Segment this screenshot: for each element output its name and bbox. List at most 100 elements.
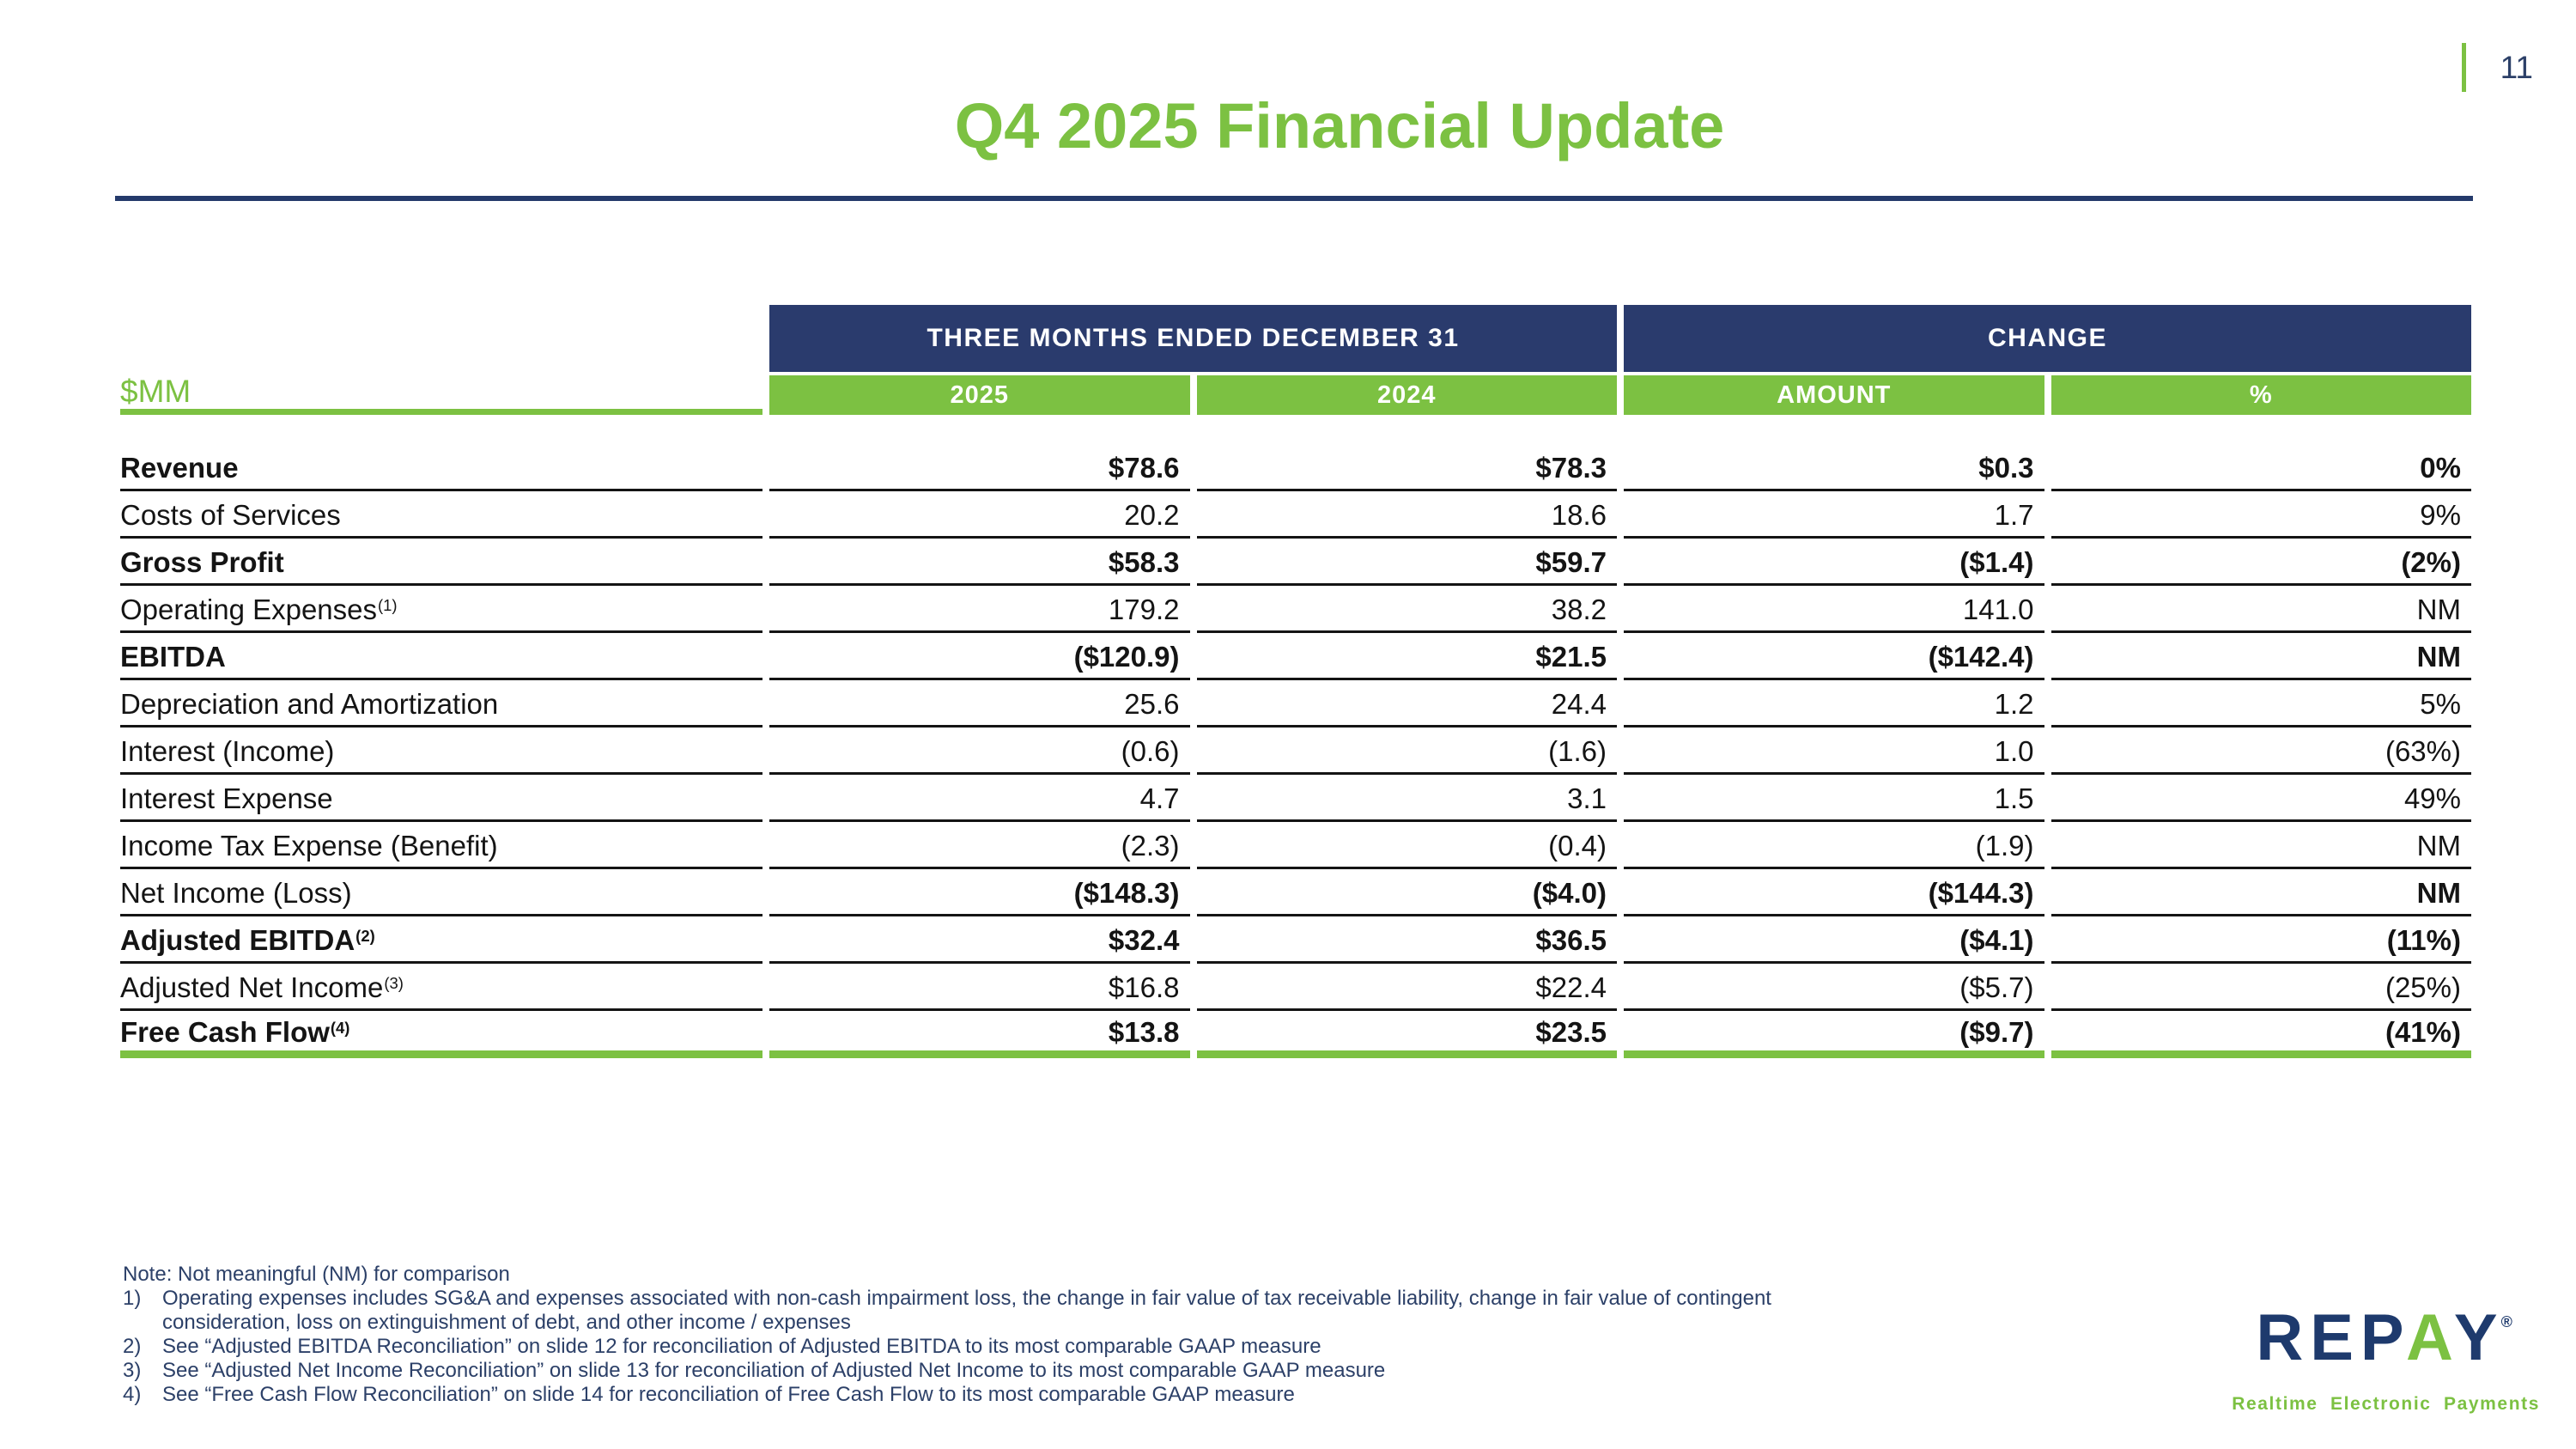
row-label-footnote-sup: (1) [378, 596, 398, 615]
row-value-amount: 1.2 [1624, 680, 2044, 728]
row-value-amount: 141.0 [1624, 586, 2044, 633]
row-label-text: Costs of Services [120, 499, 341, 531]
footnote-item: 4) See “Free Cash Flow Reconciliation” o… [123, 1383, 1806, 1407]
row-value-2025: ($148.3) [769, 869, 1190, 916]
row-value-2024: $59.7 [1196, 539, 1617, 586]
table-row: Gross Profit $58.3 $59.7 ($1.4) (2%) [120, 539, 2471, 586]
row-label-text: Revenue [120, 452, 239, 484]
table-group-header-row: THREE MONTHS ENDED DECEMBER 31 CHANGE [120, 305, 2471, 372]
row-value-2024: 38.2 [1196, 586, 1617, 633]
table-row: Interest (Income) (0.6) (1.6) 1.0 (63%) [120, 728, 2471, 775]
footnote-number: 1) [123, 1287, 142, 1310]
page-marker: 11 [2461, 43, 2533, 92]
row-value-amount: ($142.4) [1624, 633, 2044, 680]
footnote-item: 1) Operating expenses includes SG&A and … [123, 1287, 1806, 1335]
row-label: Revenue [120, 444, 762, 491]
row-label: Free Cash Flow (4) [120, 1011, 762, 1058]
title-rule [115, 196, 2473, 201]
repay-logo: REPAY® Realtime Electronic Payments [2232, 1306, 2540, 1415]
row-value-percent: (25%) [2050, 964, 2471, 1011]
row-value-percent: 5% [2050, 680, 2471, 728]
registered-mark-icon: ® [2500, 1313, 2512, 1330]
row-label-text: EBITDA [120, 641, 226, 673]
row-value-2025: 25.6 [769, 680, 1190, 728]
row-value-2025: (2.3) [769, 822, 1190, 869]
row-value-percent: (63%) [2050, 728, 2471, 775]
column-header-percent: % [2050, 375, 2471, 415]
page-number: 11 [2500, 50, 2533, 85]
row-value-amount: ($5.7) [1624, 964, 2044, 1011]
row-label-text: Interest (Income) [120, 735, 335, 767]
footnote-text: See “Adjusted Net Income Reconciliation”… [162, 1359, 1386, 1382]
row-value-2025: $78.6 [769, 444, 1190, 491]
financial-table: THREE MONTHS ENDED DECEMBER 31 CHANGE $M… [120, 305, 2471, 1058]
row-value-percent: NM [2050, 869, 2471, 916]
footnote-number: 3) [123, 1359, 142, 1382]
row-value-percent: NM [2050, 586, 2471, 633]
table-row: Costs of Services 20.2 18.6 1.7 9% [120, 491, 2471, 539]
row-value-amount: ($9.7) [1624, 1011, 2044, 1058]
table-row: Operating Expenses (1) 179.2 38.2 141.0 N… [120, 586, 2471, 633]
footnote-note: Note: Not meaningful (NM) for comparison [123, 1263, 510, 1286]
row-label: EBITDA [120, 633, 762, 680]
unit-label: $MM [120, 375, 762, 415]
table-row: Depreciation and Amortization 25.6 24.4 … [120, 680, 2471, 728]
row-label-text: Net Income (Loss) [120, 877, 352, 909]
row-label-text: Adjusted Net Income [120, 971, 384, 1003]
row-value-amount: 1.5 [1624, 775, 2044, 822]
row-value-2024: 3.1 [1196, 775, 1617, 822]
row-value-percent: (11%) [2050, 916, 2471, 964]
column-header-2024: 2024 [1196, 375, 1617, 415]
row-value-2024: 24.4 [1196, 680, 1617, 728]
footnote-number: 4) [123, 1383, 142, 1406]
row-value-amount: 1.7 [1624, 491, 2044, 539]
table-body: Revenue $78.6 $78.3 $0.3 0% Costs of Ser… [120, 410, 2471, 1058]
row-value-percent: (2%) [2050, 539, 2471, 586]
row-label: Interest (Income) [120, 728, 762, 775]
row-label-text: Gross Profit [120, 546, 284, 578]
row-value-2024: $21.5 [1196, 633, 1617, 680]
table-row: Revenue $78.6 $78.3 $0.3 0% [120, 444, 2471, 491]
row-label: Gross Profit [120, 539, 762, 586]
row-value-2025: 179.2 [769, 586, 1190, 633]
table-column-header-row: $MM 2025 2024 AMOUNT % [120, 375, 2471, 415]
row-value-2024: $23.5 [1196, 1011, 1617, 1058]
row-label: Income Tax Expense (Benefit) [120, 822, 762, 869]
wordmark-accent-letter: A [2405, 1301, 2454, 1374]
row-value-amount: (1.9) [1624, 822, 2044, 869]
row-value-amount: ($144.3) [1624, 869, 2044, 916]
row-value-2024: ($4.0) [1196, 869, 1617, 916]
column-header-2025: 2025 [769, 375, 1190, 415]
row-value-2025: ($120.9) [769, 633, 1190, 680]
group-header-change: CHANGE [1624, 305, 2471, 372]
row-value-amount: ($4.1) [1624, 916, 2044, 964]
footnotes: Note: Not meaningful (NM) for comparison… [123, 1263, 1806, 1407]
row-label-text: Interest Expense [120, 782, 333, 814]
footnote-item: 3) See “Adjusted Net Income Reconciliati… [123, 1359, 1806, 1383]
row-value-2024: $78.3 [1196, 444, 1617, 491]
wordmark-suffix: Y [2453, 1301, 2505, 1374]
row-value-amount: 1.0 [1624, 728, 2044, 775]
column-header-amount: AMOUNT [1624, 375, 2044, 415]
row-value-2025: $13.8 [769, 1011, 1190, 1058]
row-value-2024: (0.4) [1196, 822, 1617, 869]
row-value-percent: 49% [2050, 775, 2471, 822]
row-value-2025: 20.2 [769, 491, 1190, 539]
footnote-text: See “Adjusted EBITDA Reconciliation” on … [162, 1335, 1321, 1358]
row-label-footnote-sup: (4) [330, 1019, 350, 1038]
row-label: Interest Expense [120, 775, 762, 822]
row-value-2025: 4.7 [769, 775, 1190, 822]
row-value-2025: (0.6) [769, 728, 1190, 775]
row-label: Adjusted Net Income (3) [120, 964, 762, 1011]
row-value-2025: $32.4 [769, 916, 1190, 964]
row-label-text: Depreciation and Amortization [120, 688, 499, 720]
table-row: Net Income (Loss) ($148.3) ($4.0) ($144.… [120, 869, 2471, 916]
footnote-text: Operating expenses includes SG&A and exp… [162, 1287, 1771, 1334]
row-value-amount: ($1.4) [1624, 539, 2044, 586]
row-value-percent: (41%) [2050, 1011, 2471, 1058]
row-value-percent: NM [2050, 633, 2471, 680]
page-accent-bar [2461, 43, 2466, 92]
row-value-2025: $58.3 [769, 539, 1190, 586]
table-row: Free Cash Flow (4) $13.8 $23.5 ($9.7) (41… [120, 1011, 2471, 1058]
